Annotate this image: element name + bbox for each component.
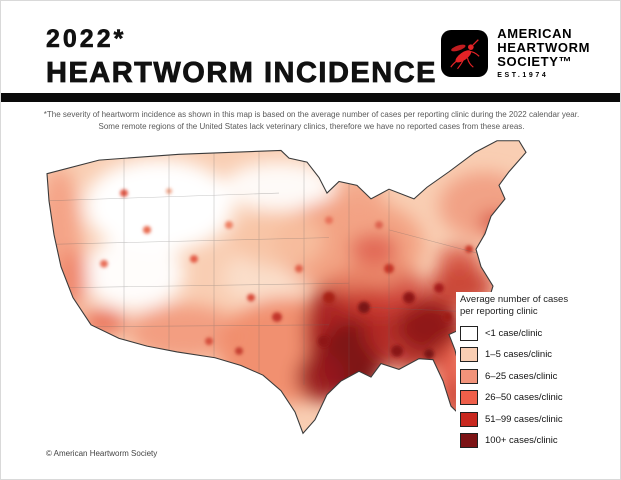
legend-item: 1–5 cases/clinic [460, 347, 618, 363]
legend-item: <1 case/clinic [460, 325, 618, 341]
legend-swatch [460, 433, 478, 449]
legend-item: 26–50 cases/clinic [460, 390, 618, 406]
legend-label: 51–99 cases/clinic [485, 413, 563, 425]
legend-swatch [460, 325, 478, 341]
logo-text-society: SOCIETY™ [497, 54, 573, 70]
legend-label: 100+ cases/clinic [485, 435, 558, 447]
footnote-line-1: *The severity of heartworm incidence as … [43, 110, 580, 119]
legend-swatch [460, 390, 478, 406]
legend-item: 51–99 cases/clinic [460, 411, 618, 427]
state-borders [47, 150, 500, 385]
legend-swatch [460, 347, 478, 363]
legend-swatch [460, 368, 478, 384]
mosquito-logo-badge [441, 29, 489, 77]
legend-item: 100+ cases/clinic [460, 433, 618, 449]
us-incidence-map [29, 133, 569, 443]
legend-label: 1–5 cases/clinic [485, 349, 553, 361]
legend-title: Average number of cases per reporting cl… [460, 294, 618, 319]
title-block: 2022* HEARTWORM INCIDENCE [46, 25, 437, 90]
legend: Average number of cases per reporting cl… [456, 292, 618, 455]
legend-swatch [460, 411, 478, 427]
logo-text-heartworm: HEARTWORM [497, 40, 590, 56]
logo-text: AMERICAN HEARTWORM SOCIETY™ EST.1974 [497, 26, 590, 80]
footnote-line-2: Some remote regions of the United States… [98, 121, 525, 131]
divider-bar [1, 93, 620, 102]
header: 2022* HEARTWORM INCIDENCE [46, 25, 590, 90]
us-outline [46, 140, 527, 435]
page-title: HEARTWORM INCIDENCE [46, 57, 437, 90]
ahs-logo: AMERICAN HEARTWORM SOCIETY™ EST.1974 [441, 26, 590, 80]
legend-label: 6–25 cases/clinic [485, 370, 558, 382]
year-title: 2022* [46, 25, 127, 54]
mosquito-icon [450, 39, 480, 70]
copyright: © American Heartworm Society [46, 449, 158, 458]
logo-est-1974: EST.1974 [497, 72, 549, 80]
logo-text-american: AMERICAN [497, 26, 573, 41]
us-map-svg [46, 140, 527, 435]
legend-items: <1 case/clinic 1–5 cases/clinic 6–25 cas… [460, 325, 618, 449]
legend-label: <1 case/clinic [485, 327, 543, 339]
footnote: *The severity of heartworm incidence as … [1, 109, 620, 132]
legend-title-line-1: Average number of cases [460, 294, 569, 305]
legend-item: 6–25 cases/clinic [460, 368, 618, 384]
legend-label: 26–50 cases/clinic [485, 392, 563, 404]
legend-title-line-2: per reporting clinic [460, 306, 538, 318]
